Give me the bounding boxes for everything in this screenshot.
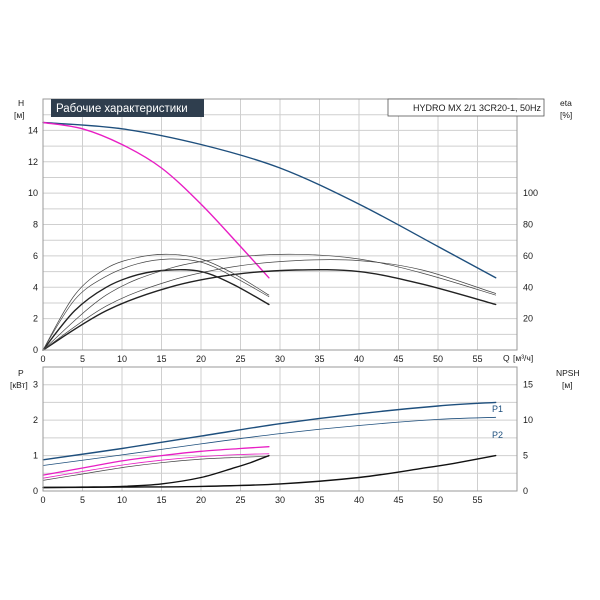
- upper-curve-8: [42, 259, 497, 351]
- upper-curve-6: [42, 253, 497, 351]
- lower-panel-grid: [42, 367, 517, 491]
- upper-panel-grid: [42, 99, 517, 350]
- lower-curve-5: [42, 455, 270, 481]
- npsh-axis-unit: [м]: [562, 380, 573, 390]
- x-tick-label-lower: 30: [275, 495, 285, 505]
- x-tick-label-lower: 0: [40, 495, 45, 505]
- eta-tick-label: 100: [523, 188, 538, 198]
- power-tick-label: 2: [33, 415, 38, 425]
- x-tick-label-lower: 50: [433, 495, 443, 505]
- upper-right-axis-ticks: 20 40 60 80 100: [523, 188, 538, 324]
- x-tick-label-lower: 25: [235, 495, 245, 505]
- npsh-tick-label: 15: [523, 380, 533, 390]
- lower-curve-1: [42, 401, 497, 461]
- eta-axis-unit: [%]: [560, 110, 572, 120]
- upper-curve-5: [42, 253, 270, 351]
- x-tick-label: 45: [393, 354, 403, 364]
- lower-curve-4: [42, 453, 270, 479]
- x-tick-label-lower: 40: [354, 495, 364, 505]
- npsh-tick-label: 5: [523, 451, 528, 461]
- npsh-axis-label: NPSH: [556, 368, 580, 378]
- eta-tick-label: 40: [523, 282, 533, 292]
- npsh-tick-label: 0: [523, 486, 528, 496]
- flow-axis-ticks: 0 5 10 15 20 25 30 35 40 45 50 55 0 5 10 15 20 25 30 35 40 45…: [40, 354, 482, 505]
- x-tick-label: 20: [196, 354, 206, 364]
- lower-curve-3: [42, 446, 270, 476]
- x-tick-label: 30: [275, 354, 285, 364]
- head-tick-label: 12: [28, 157, 38, 167]
- x-tick-label: 40: [354, 354, 364, 364]
- x-tick-label-lower: 10: [117, 495, 127, 505]
- lower-right-axis-ticks: 0 5 10 15: [523, 380, 533, 496]
- x-tick-label: 10: [117, 354, 127, 364]
- lower-panel-curves: [42, 401, 497, 489]
- eta-axis-label: eta: [560, 98, 572, 108]
- chart-title: Рабочие характеристики: [56, 103, 188, 115]
- x-tick-label-lower: 15: [156, 495, 166, 505]
- upper-left-axis-ticks: 0 2 4 6 8 10 12 14: [28, 125, 38, 355]
- head-tick-label: 14: [28, 125, 38, 135]
- lower-curve-2: [42, 416, 497, 466]
- lower-left-axis-ticks: 0 1 2 3: [33, 380, 38, 496]
- x-tick-label-lower: 5: [80, 495, 85, 505]
- upper-panel-frame: [42, 98, 518, 351]
- head-tick-label: 2: [33, 314, 38, 324]
- head-tick-label: 0: [33, 345, 38, 355]
- x-tick-label-lower: 20: [196, 495, 206, 505]
- head-tick-label: 6: [33, 251, 38, 261]
- x-tick-label-lower: 45: [393, 495, 403, 505]
- power-tick-label: 3: [33, 380, 38, 390]
- upper-panel-curves: [42, 121, 497, 351]
- power-axis-label: P: [18, 368, 24, 378]
- x-tick-label-lower: 35: [314, 495, 324, 505]
- upper-curve-3: [42, 268, 270, 351]
- upper-curve-1: [42, 121, 497, 279]
- upper-curve-7: [42, 258, 270, 351]
- power-tick-label: 1: [33, 451, 38, 461]
- x-tick-label: 50: [433, 354, 443, 364]
- eta-tick-label: 60: [523, 251, 533, 261]
- chart-title-box: [51, 99, 204, 117]
- pump-model-box: [387, 98, 545, 117]
- head-axis-unit: [м]: [14, 110, 25, 120]
- legend-p1: P1: [492, 404, 503, 414]
- x-tick-label: 35: [314, 354, 324, 364]
- flow-axis-label: Q: [503, 353, 510, 363]
- x-tick-label: 25: [235, 354, 245, 364]
- upper-curve-2: [42, 121, 270, 279]
- power-axis-unit: [кВт]: [10, 380, 28, 390]
- head-tick-label: 8: [33, 220, 38, 230]
- x-tick-label: 15: [156, 354, 166, 364]
- upper-curve-4: [42, 268, 497, 351]
- head-tick-label: 10: [28, 188, 38, 198]
- x-tick-label-lower: 55: [472, 495, 482, 505]
- x-tick-label: 5: [80, 354, 85, 364]
- legend-p2: P2: [492, 430, 503, 440]
- eta-tick-label: 20: [523, 314, 533, 324]
- x-tick-label: 55: [472, 354, 482, 364]
- npsh-tick-label: 10: [523, 415, 533, 425]
- eta-tick-label: 80: [523, 220, 533, 230]
- x-tick-label: 0: [40, 354, 45, 364]
- flow-axis-unit: [м³/ч]: [513, 353, 533, 363]
- power-tick-label: 0: [33, 486, 38, 496]
- lower-panel-frame: [42, 366, 518, 492]
- head-axis-label: H: [18, 98, 24, 108]
- lower-curve-7: [42, 454, 497, 489]
- head-tick-label: 4: [33, 282, 38, 292]
- pump-model-label: HYDRO MX 2/1 3CR20-1, 50Hz: [413, 103, 542, 113]
